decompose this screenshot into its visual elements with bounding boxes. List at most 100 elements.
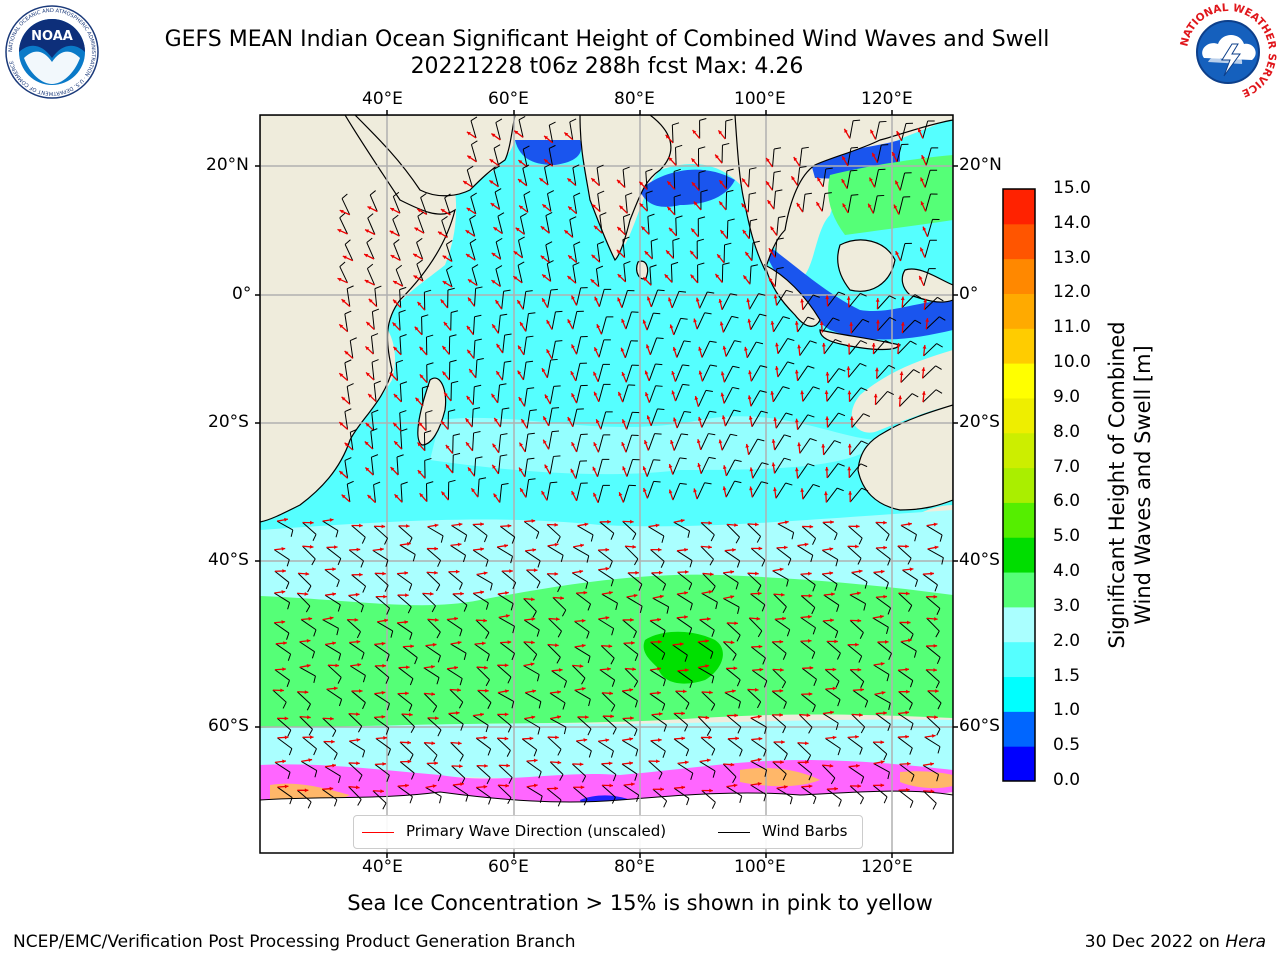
wind-barb	[276, 520, 294, 537]
wind-barb	[696, 238, 705, 260]
wave-direction-arrow	[639, 202, 648, 212]
y-tick-left-20n: 20°N	[206, 155, 249, 175]
wind-barb	[821, 573, 838, 591]
wave-direction-arrow	[877, 640, 889, 644]
wind-barb	[747, 192, 757, 213]
wind-barb	[898, 196, 911, 215]
wind-barb	[676, 410, 692, 429]
wind-barb	[548, 121, 556, 143]
wave-direction-arrow	[847, 734, 859, 739]
wave-direction-arrow	[801, 784, 813, 789]
colorbar-tick-label: 5.0	[1053, 526, 1081, 547]
wind-barb	[349, 337, 357, 359]
wave-direction-arrow	[689, 250, 698, 260]
wind-barb	[423, 430, 432, 451]
wave-direction-arrow	[598, 616, 610, 620]
wind-barb	[547, 190, 554, 212]
wind-barb	[322, 520, 339, 538]
wave-direction-arrow	[526, 568, 538, 573]
wave-direction-arrow	[491, 252, 502, 260]
wave-direction-arrow	[742, 274, 751, 285]
colorbar-segment	[1003, 641, 1035, 678]
wind-barb	[777, 523, 795, 540]
wind-barb	[498, 433, 508, 453]
wave-direction-arrow	[548, 617, 560, 622]
wind-barb	[426, 571, 441, 592]
wind-barb	[274, 761, 291, 780]
wind-barb	[475, 357, 484, 378]
colorbar-label-line2: Wind Waves and Swell [m]	[1131, 345, 1155, 625]
wind-barb	[496, 737, 511, 757]
wave-direction-arrow	[443, 321, 452, 331]
wind-barb	[697, 641, 714, 659]
wind-barb	[524, 432, 535, 452]
wave-direction-arrow	[570, 370, 577, 382]
wave-direction-arrow	[525, 689, 537, 694]
wind-barb	[374, 665, 390, 684]
wave-direction-arrow	[851, 569, 863, 574]
wind-barb	[323, 741, 338, 760]
wave-direction-arrow	[676, 615, 688, 619]
wind-barb	[597, 740, 614, 758]
wave-direction-arrow	[800, 638, 812, 643]
wave-direction-arrow	[750, 591, 762, 596]
wave-direction-arrow	[693, 318, 698, 330]
wave-direction-arrow	[339, 209, 351, 216]
wave-direction-arrow	[874, 691, 886, 695]
wind-barb	[571, 572, 589, 589]
wave-direction-arrow	[891, 151, 898, 163]
wave-direction-arrow	[399, 740, 412, 745]
wave-direction-arrow	[626, 593, 638, 598]
wind-barb	[522, 290, 533, 310]
wind-barb	[900, 524, 917, 542]
wave-direction-arrow	[402, 644, 414, 649]
wave-direction-arrow	[512, 275, 523, 284]
wave-direction-arrow	[570, 468, 577, 479]
wind-barb	[802, 483, 820, 500]
wave-direction-arrow	[701, 521, 713, 525]
wave-direction-arrow	[467, 297, 476, 307]
wave-direction-arrow	[850, 618, 862, 623]
wave-direction-arrow	[523, 640, 535, 645]
wind-barb	[349, 665, 366, 683]
wave-direction-arrow	[895, 250, 902, 262]
wave-direction-arrow	[622, 716, 634, 721]
wind-barb	[549, 761, 564, 781]
wind-barb	[392, 214, 400, 237]
wind-barb	[344, 457, 352, 479]
wind-barb	[645, 190, 653, 212]
wind-barb	[700, 522, 715, 542]
wind-barb	[673, 521, 691, 538]
wave-direction-arrow	[417, 469, 426, 479]
y-tick-right-40s: 40°S	[959, 550, 1000, 570]
wave-direction-arrow	[671, 390, 677, 402]
wave-direction-arrow	[326, 686, 338, 691]
wave-direction-arrow	[322, 616, 334, 621]
wind-barb	[747, 523, 762, 543]
wave-direction-arrow	[869, 129, 877, 140]
colorbar-segment	[1003, 363, 1035, 399]
wind-barb	[524, 718, 541, 735]
wave-direction-arrow	[351, 523, 363, 528]
wind-barb	[700, 433, 716, 451]
wind-barb	[726, 524, 740, 544]
wind-barb	[676, 593, 693, 611]
wave-direction-arrow	[338, 421, 349, 430]
wind-barb	[524, 387, 535, 407]
wave-direction-arrow	[490, 202, 501, 210]
wind-barb	[425, 334, 434, 356]
wind-barb	[727, 738, 743, 757]
wave-direction-arrow	[701, 690, 713, 695]
wind-barb	[597, 458, 610, 477]
wave-direction-arrow	[726, 523, 738, 527]
wind-barb	[572, 408, 584, 427]
wind-barb	[875, 713, 891, 731]
wave-direction-arrow	[822, 763, 834, 768]
colorbar-segment	[1003, 467, 1035, 503]
wind-barb	[474, 456, 483, 477]
wave-direction-arrow	[873, 760, 885, 765]
wave-direction-arrow	[651, 570, 663, 575]
wind-barb	[847, 644, 863, 663]
wave-direction-arrow	[364, 279, 375, 286]
wave-direction-arrow	[377, 618, 389, 623]
